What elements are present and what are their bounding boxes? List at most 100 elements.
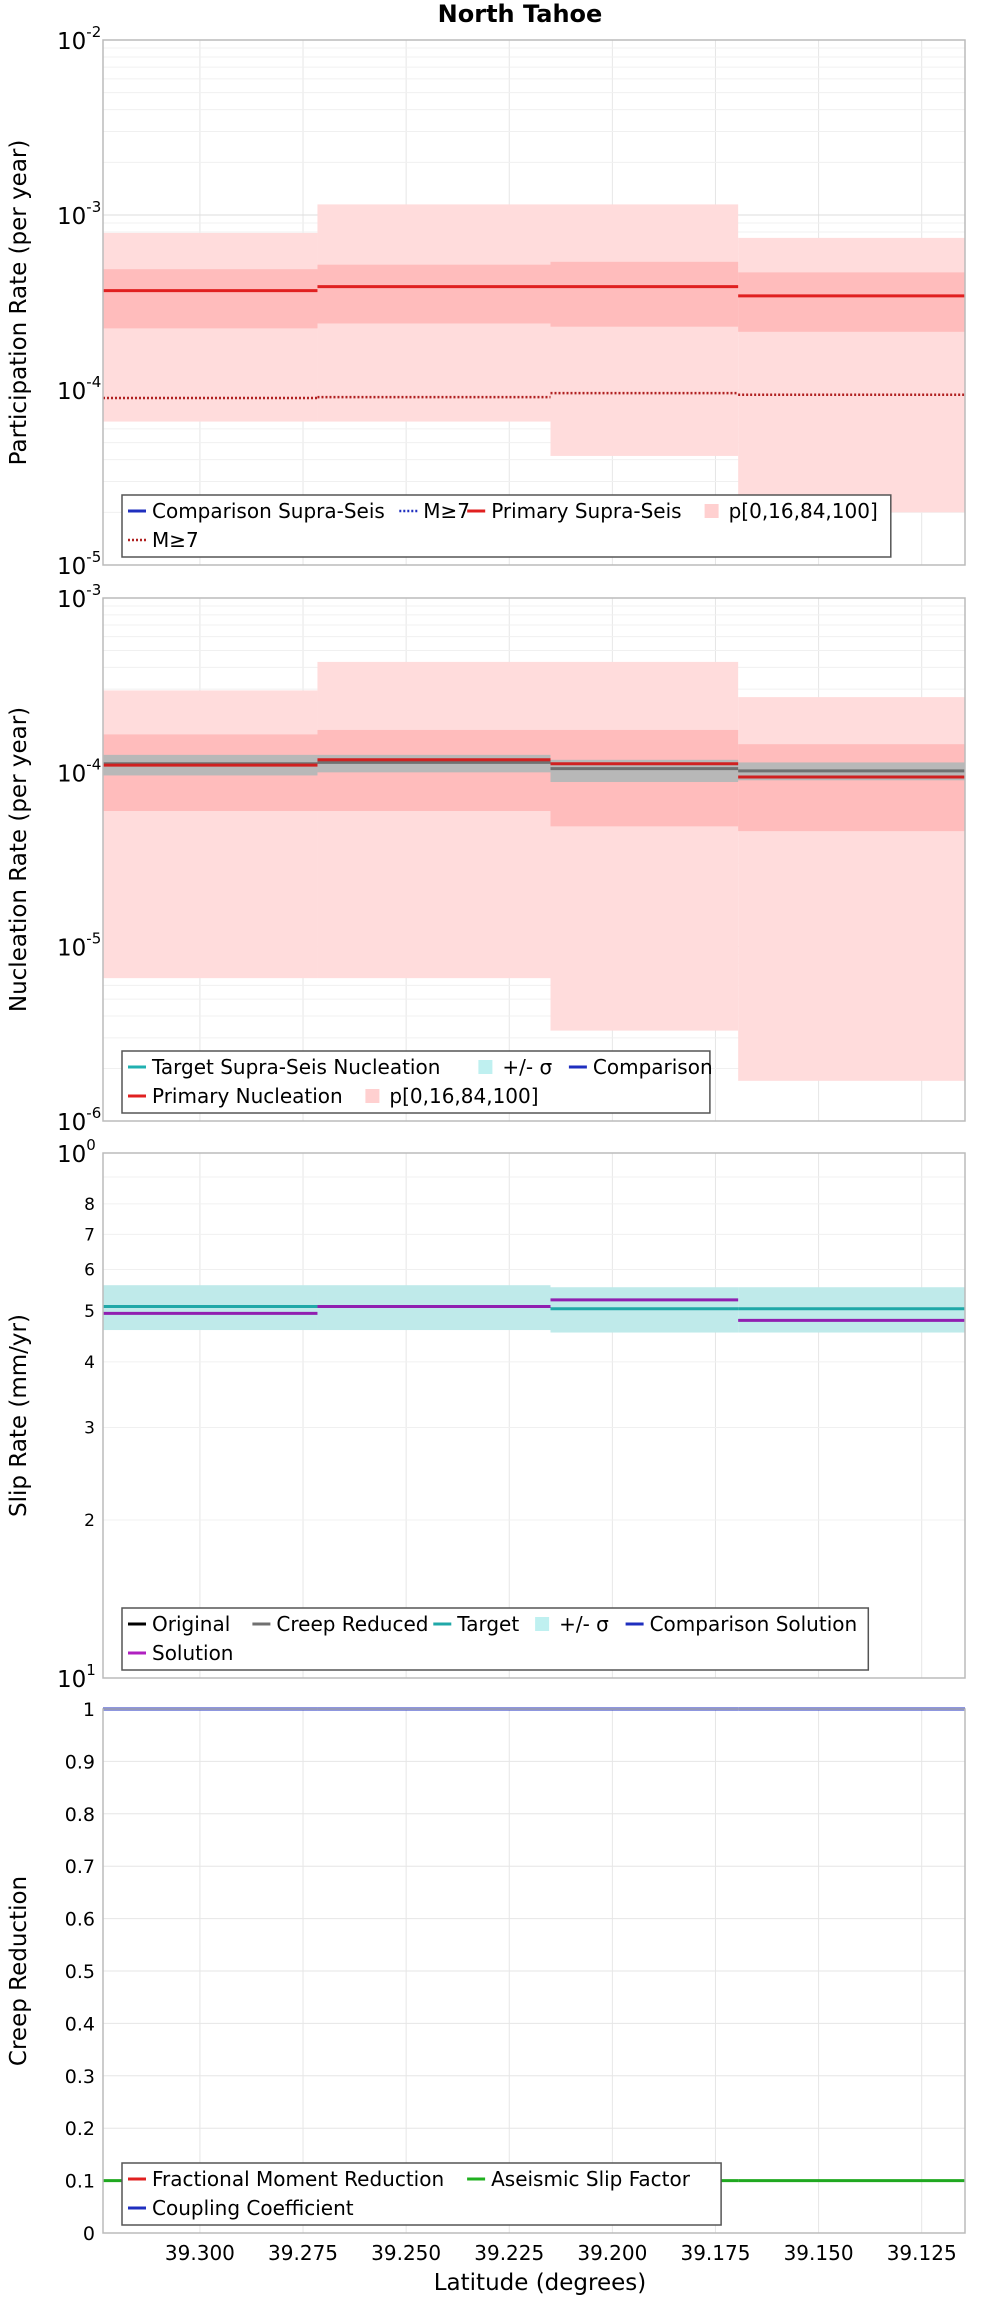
y-tick-exponent: 0 bbox=[86, 1136, 96, 1154]
band-1 bbox=[103, 261, 965, 332]
series-0 bbox=[103, 285, 965, 298]
band-segment bbox=[738, 744, 965, 832]
legend: Target Supra-Seis Nucleation +/- σ Compari… bbox=[121, 1050, 713, 1114]
plot-area bbox=[103, 1153, 965, 1678]
legend-swatch bbox=[535, 1617, 550, 1631]
legend-box bbox=[121, 1050, 711, 1114]
panel-participation: 10-5 10-4 10-3 10-2 Participation Rate (per … bbox=[6, 23, 966, 580]
x-tick-label: 39.225 bbox=[474, 2241, 544, 2265]
y-minor-tick-label: 2 bbox=[84, 1511, 95, 1531]
legend-label: +/- σ bbox=[502, 1055, 552, 1079]
y-tick-label: 0.2 bbox=[65, 2118, 95, 2140]
legend-label: p[0,16,84,100] bbox=[729, 499, 878, 523]
y-tick-label: 0.5 bbox=[65, 1961, 95, 1983]
x-tick-label: 39.275 bbox=[268, 2241, 338, 2265]
plot-frame bbox=[102, 597, 966, 1122]
y-tick-exponent: -4 bbox=[86, 373, 101, 391]
series-1 bbox=[103, 1298, 965, 1322]
y-tick-exponent: -3 bbox=[86, 581, 101, 599]
panel-nucleation: 10-6 10-5 10-4 10-3 Nucleation Rate (per yea… bbox=[6, 581, 966, 1136]
series-1 bbox=[103, 758, 965, 779]
legend-item: Aseismic Slip Factor bbox=[467, 2167, 691, 2191]
plot-frame bbox=[102, 39, 966, 566]
y-axis-label: Participation Rate (per year) bbox=[6, 140, 32, 466]
legend-label: Primary Nucleation bbox=[152, 1084, 343, 1108]
legend-item: Target bbox=[433, 1612, 519, 1636]
legend-item: Solution bbox=[128, 1641, 233, 1665]
legend-label: Coupling Coefficient bbox=[152, 2196, 354, 2220]
legend-item: Fractional Moment Reduction bbox=[128, 2167, 444, 2191]
x-tick-label: 39.300 bbox=[165, 2241, 235, 2265]
y-tick-exponent: -3 bbox=[86, 198, 101, 216]
legend-label: Solution bbox=[152, 1641, 233, 1665]
panel-slip: 101 100 2 3 4 5 6 7 8 Slip Rate (mm/yr) Original Cr… bbox=[6, 1136, 966, 1693]
y-tick-label: 10-3 bbox=[57, 198, 101, 230]
y-tick-label: 100 bbox=[57, 1136, 96, 1168]
y-tick-label: 10-4 bbox=[57, 755, 101, 787]
y-tick-label: 0.4 bbox=[65, 2013, 95, 2035]
band-segment bbox=[550, 261, 739, 327]
legend: Fractional Moment Reduction Aseismic Slip… bbox=[121, 2162, 722, 2226]
band-segment bbox=[738, 272, 965, 332]
panel-creep: 0 0.1 0.2 0.3 0.4 0.5 0.6 0.7 0.8 0.9 1 Creep Reduc… bbox=[6, 1699, 966, 2245]
band-segment bbox=[550, 759, 739, 783]
y-tick-exponent: -6 bbox=[86, 1104, 101, 1122]
y-minor-tick-label: 5 bbox=[84, 1302, 95, 1322]
legend-item: +/- σ bbox=[535, 1612, 609, 1636]
y-ticks: 101 100 2 3 4 5 6 7 8 bbox=[57, 1136, 96, 1693]
band-segment bbox=[550, 204, 739, 456]
legend-label: Comparison Supra-Seis bbox=[152, 499, 385, 523]
x-tick-label: 39.175 bbox=[680, 2241, 750, 2265]
y-tick-label: 10-6 bbox=[57, 1104, 101, 1136]
y-tick-exponent: -5 bbox=[86, 930, 101, 948]
band-segment bbox=[550, 661, 739, 1031]
y-tick-label: 10-5 bbox=[57, 930, 101, 962]
legend-label: Fractional Moment Reduction bbox=[152, 2167, 444, 2191]
legend-item: Comparison bbox=[568, 1055, 713, 1079]
legend-item: +/- σ bbox=[478, 1055, 552, 1079]
legend-item: Original bbox=[128, 1612, 230, 1636]
legend-label: Original bbox=[152, 1612, 230, 1636]
chart-panels: 10-5 10-4 10-3 1 0 -2 Participation Rate (per … bbox=[6, 23, 966, 2265]
legend-label: Aseismic Slip Factor bbox=[491, 2167, 691, 2191]
y-tick-exponent: -2 bbox=[86, 23, 101, 41]
legend-item: Primary Supra-Seis bbox=[467, 499, 682, 523]
series-1 bbox=[103, 391, 965, 400]
legend-item: Comparison Solution bbox=[625, 1612, 857, 1636]
band-segment bbox=[103, 269, 318, 329]
y-minor-tick-label: 4 bbox=[84, 1353, 95, 1373]
y-tick-label: 0.8 bbox=[65, 1804, 95, 1826]
y-tick-label: 1 bbox=[83, 1699, 95, 1721]
legend-item: Target Supra-Seis Nucleation bbox=[128, 1055, 440, 1079]
y-tick-exponent: -4 bbox=[86, 755, 101, 773]
y-ticks: 10-6 10-5 10-4 10-3 bbox=[57, 581, 101, 1136]
legend-label: Comparison bbox=[593, 1055, 713, 1079]
y-tick-label: 0.7 bbox=[65, 1856, 95, 1878]
y-tick-label: 10-5 bbox=[57, 548, 101, 580]
chart-title: North Tahoe bbox=[438, 0, 603, 28]
band-segment bbox=[317, 661, 551, 979]
legend-box bbox=[121, 2162, 722, 2226]
y-tick-label: 0.3 bbox=[65, 2066, 95, 2088]
legend: Comparison Supra-Seis M≥7 Primary Supra-Se… bbox=[121, 494, 892, 558]
legend-label: +/- σ bbox=[559, 1612, 609, 1636]
y-ticks: 0 0.1 0.2 0.3 0.4 0.5 0.6 0.7 0.8 0.9 1 bbox=[65, 1699, 95, 2245]
x-tick-label: 39.150 bbox=[784, 2241, 854, 2265]
y-tick-label: 10-4 bbox=[57, 373, 101, 405]
y-axis-label: Nucleation Rate (per year) bbox=[6, 707, 32, 1012]
legend-swatch bbox=[478, 1060, 493, 1074]
legend-label: p[0,16,84,100] bbox=[389, 1084, 538, 1108]
y-minor-tick-label: 8 bbox=[84, 1195, 95, 1215]
y-tick-label: 0.1 bbox=[65, 2171, 95, 2193]
legend-swatch bbox=[704, 504, 719, 518]
band-0 bbox=[103, 204, 965, 513]
plot-frame bbox=[102, 1152, 966, 1679]
legend-item: Primary Nucleation bbox=[128, 1084, 343, 1108]
legend-item: M≥7 bbox=[128, 528, 199, 552]
legend-box bbox=[121, 494, 892, 558]
plot-frame bbox=[102, 1708, 966, 2234]
x-axis-label: Latitude (degrees) bbox=[434, 2270, 647, 2296]
y-ticks: 10-5 10-4 10-3 10-2 bbox=[57, 23, 101, 580]
legend-item: p[0,16,84,100] bbox=[365, 1084, 539, 1108]
